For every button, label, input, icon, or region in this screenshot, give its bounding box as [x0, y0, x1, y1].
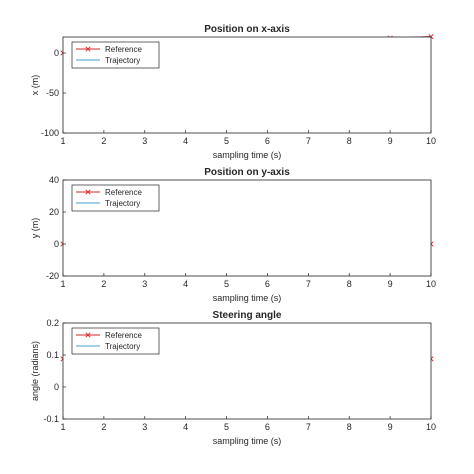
y-tick-label: -20 — [46, 271, 59, 281]
legend-marker-icon — [85, 46, 91, 52]
x-tick-label: 10 — [426, 422, 436, 432]
legend-label: Reference — [105, 45, 142, 54]
y-tick-label: 20 — [49, 207, 59, 217]
chart-title: Steering angle — [213, 310, 282, 321]
x-tick-label: 5 — [224, 136, 229, 146]
chart-title: Position on y-axis — [204, 167, 290, 178]
x-tick-label: 4 — [183, 136, 188, 146]
y-tick-label: -50 — [46, 88, 59, 98]
legend-label: Trajectory — [105, 56, 140, 65]
y-tick-label: 40 — [49, 175, 59, 185]
x-tick-label: 7 — [306, 279, 311, 289]
legend-label: Trajectory — [105, 199, 140, 208]
y-tick-label: 0.2 — [46, 318, 59, 328]
y-tick-label: -100 — [41, 128, 59, 138]
y-axis-label: y (m) — [30, 218, 40, 239]
legend: Reference Trajectory — [71, 41, 160, 69]
x-tick-label: 6 — [265, 422, 270, 432]
legend-marker-icon — [85, 332, 91, 338]
chart-title: Position on x-axis — [204, 24, 290, 35]
x-tick-label: 8 — [347, 136, 352, 146]
legend-box — [71, 184, 160, 212]
x-tick-label: 1 — [60, 136, 65, 146]
x-axis-label: sampling time (s) — [213, 150, 282, 160]
chart-panel-1: 1 2 3 4 5 6 7 8 9 10 -100 -50 0 Position on x-axis sam… — [30, 24, 436, 160]
x-tick-label: 10 — [426, 279, 436, 289]
x-tick-label: 6 — [265, 136, 270, 146]
x-tick-label: 1 — [60, 279, 65, 289]
legend-box — [71, 327, 160, 355]
x-tick-label: 5 — [224, 279, 229, 289]
x-tick-label: 10 — [426, 136, 436, 146]
x-axis-label: sampling time (s) — [213, 436, 282, 446]
chart-panel-3: 1 2 3 4 5 6 7 8 9 10 -0.1 0 0.1 0.2 Steering angle samp… — [30, 310, 436, 446]
x-tick-label: 8 — [347, 279, 352, 289]
legend-label: Reference — [105, 331, 142, 340]
x-tick-label: 4 — [183, 422, 188, 432]
x-tick-label: 3 — [142, 136, 147, 146]
x-tick-label: 2 — [101, 136, 106, 146]
x-axis-label: sampling time (s) — [213, 293, 282, 303]
x-tick-label: 1 — [60, 422, 65, 432]
y-axis-label: x (m) — [30, 75, 40, 96]
legend: Reference Trajectory — [71, 184, 160, 212]
x-tick-label: 3 — [142, 279, 147, 289]
y-tick-label: 0.1 — [46, 350, 59, 360]
x-tick-label: 7 — [306, 422, 311, 432]
x-tick-label: 5 — [224, 422, 229, 432]
x-tick-label: 2 — [101, 422, 106, 432]
legend-marker-icon — [85, 189, 91, 195]
legend: Reference Trajectory — [71, 327, 160, 355]
x-tick-label: 9 — [388, 136, 393, 146]
x-tick-label: 7 — [306, 136, 311, 146]
x-tick-label: 6 — [265, 279, 270, 289]
legend-box — [71, 41, 160, 69]
y-tick-label: 0 — [54, 382, 59, 392]
x-tick-label: 2 — [101, 279, 106, 289]
y-tick-label: 0 — [54, 48, 59, 58]
legend-label: Trajectory — [105, 342, 140, 351]
y-tick-label: 0 — [54, 239, 59, 249]
x-tick-label: 8 — [347, 422, 352, 432]
x-tick-label: 9 — [388, 279, 393, 289]
y-tick-label: -0.1 — [43, 414, 59, 424]
y-axis-label: angle (radians) — [30, 341, 40, 401]
chart-panel-2: 1 2 3 4 5 6 7 8 9 10 -20 0 20 40 Position on y-axis sam… — [30, 167, 436, 303]
x-tick-label: 3 — [142, 422, 147, 432]
legend-label: Reference — [105, 188, 142, 197]
x-tick-label: 4 — [183, 279, 188, 289]
x-tick-label: 9 — [388, 422, 393, 432]
